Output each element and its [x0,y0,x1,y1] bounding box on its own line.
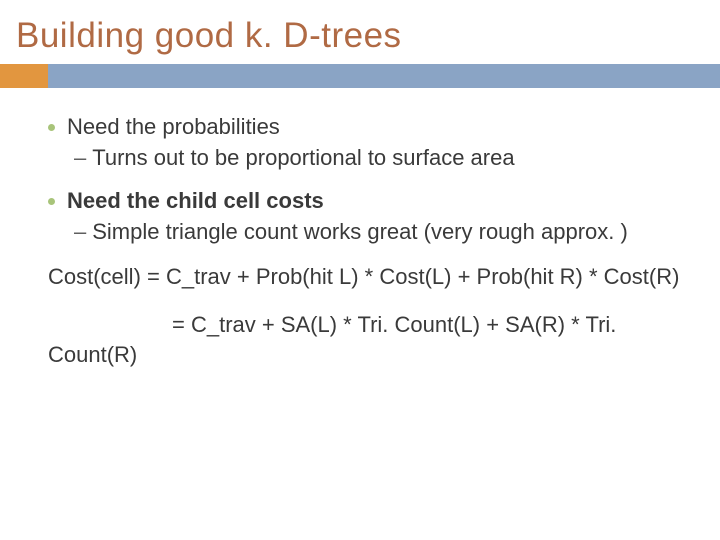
bullet-dot-icon [48,124,55,131]
bullet-text: Need the probabilities [67,114,280,140]
bullet-level1: Need the child cell costs [48,188,680,214]
formula-line: Cost(cell) = C_trav + Prob(hit L) * Cost… [48,262,680,292]
dash-icon: – [74,218,86,246]
accent-bar [0,64,720,88]
bullet-level2: – Simple triangle count works great (ver… [74,218,680,246]
bullet-level1: Need the probabilities [48,114,680,140]
bullet-text: Need the child cell costs [67,188,324,214]
sub-bullet-text: Turns out to be proportional to surface … [92,144,514,172]
content-area: Need the probabilities – Turns out to be… [0,88,720,370]
accent-bar-right [48,64,720,88]
bullet-dot-icon [48,198,55,205]
accent-bar-left [0,64,48,88]
dash-icon: – [74,144,86,172]
slide: Building good k. D-trees Need the probab… [0,0,720,540]
sub-bullet-text: Simple triangle count works great (very … [92,218,628,246]
slide-title: Building good k. D-trees [16,16,720,56]
title-block: Building good k. D-trees [0,0,720,56]
formula-line: = C_trav + SA(L) * Tri. Count(L) + SA(R)… [48,310,680,370]
bullet-level2: – Turns out to be proportional to surfac… [74,144,680,172]
